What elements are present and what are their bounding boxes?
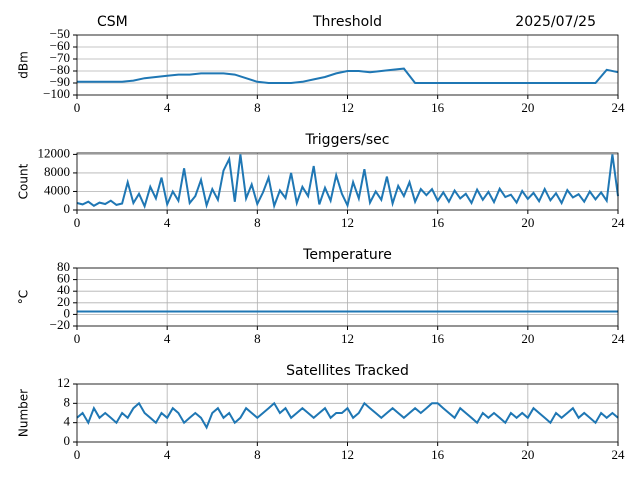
y-tick-label: 4000 <box>44 182 70 197</box>
right-title: 2025/07/25 <box>515 14 596 30</box>
chart-title: Temperature <box>302 247 392 263</box>
y-axis-label: °C <box>17 290 31 304</box>
x-tick-label: 24 <box>612 215 626 230</box>
chart-title: Triggers/sec <box>305 132 390 148</box>
y-tick-label: 20 <box>57 294 70 309</box>
x-tick-label: 20 <box>521 215 534 230</box>
y-tick-label: 60 <box>57 271 70 286</box>
x-tick-label: 8 <box>254 100 261 115</box>
x-tick-label: 8 <box>254 447 261 462</box>
x-tick-label: 0 <box>74 100 81 115</box>
chart-title: Satellites Tracked <box>286 363 409 379</box>
y-tick-label: 12000 <box>38 145 71 160</box>
x-tick-label: 24 <box>612 447 626 462</box>
x-tick-label: 16 <box>431 447 445 462</box>
x-tick-label: 8 <box>254 215 261 230</box>
y-axis-label: dBm <box>17 51 31 79</box>
x-tick-label: 16 <box>431 215 445 230</box>
x-tick-label: 4 <box>164 331 171 346</box>
x-tick-label: 20 <box>521 100 534 115</box>
y-tick-label: 12 <box>57 375 70 390</box>
chart-title: Threshold <box>312 14 382 30</box>
x-tick-label: 12 <box>341 331 354 346</box>
x-tick-label: 16 <box>431 331 445 346</box>
x-tick-label: 20 <box>521 447 534 462</box>
x-tick-label: 4 <box>164 215 171 230</box>
x-tick-label: 8 <box>254 331 261 346</box>
x-tick-label: 16 <box>431 100 445 115</box>
data-line <box>77 67 619 84</box>
plot-frame <box>76 34 619 96</box>
x-tick-label: 24 <box>612 331 626 346</box>
x-tick-label: 4 <box>164 447 171 462</box>
y-tick-label: −60 <box>50 38 70 53</box>
y-tick-label: 0 <box>64 305 71 320</box>
y-tick-label: −90 <box>50 74 70 89</box>
data-line <box>76 401 619 430</box>
y-tick-label: 4 <box>64 414 71 429</box>
x-tick-label: 0 <box>74 447 81 462</box>
y-tick-label: −20 <box>50 317 70 332</box>
y-tick-label: 8 <box>64 394 71 409</box>
plot-frame <box>76 267 619 327</box>
y-tick-label: −50 <box>50 26 70 41</box>
plot-frame <box>76 152 619 211</box>
y-tick-label: 0 <box>64 201 71 216</box>
x-tick-label: 24 <box>612 100 626 115</box>
y-axis-label: Number <box>17 389 31 437</box>
y-tick-label: 40 <box>57 282 70 297</box>
y-tick-label: 80 <box>57 259 70 274</box>
x-tick-label: 0 <box>74 215 81 230</box>
y-tick-label: −80 <box>50 62 70 77</box>
plot-frame <box>76 383 619 443</box>
left-title: CSM <box>97 14 128 30</box>
x-tick-label: 12 <box>341 215 354 230</box>
x-tick-label: 4 <box>164 100 171 115</box>
data-line <box>76 154 619 210</box>
x-tick-label: 20 <box>521 331 534 346</box>
y-tick-label: 8000 <box>44 164 70 179</box>
x-tick-label: 0 <box>74 331 81 346</box>
y-tick-label: −70 <box>50 50 70 65</box>
x-tick-label: 12 <box>341 447 354 462</box>
y-tick-label: −100 <box>43 86 70 101</box>
y-tick-label: 0 <box>64 433 71 448</box>
y-axis-label: Count <box>17 163 31 199</box>
x-tick-label: 12 <box>341 100 354 115</box>
